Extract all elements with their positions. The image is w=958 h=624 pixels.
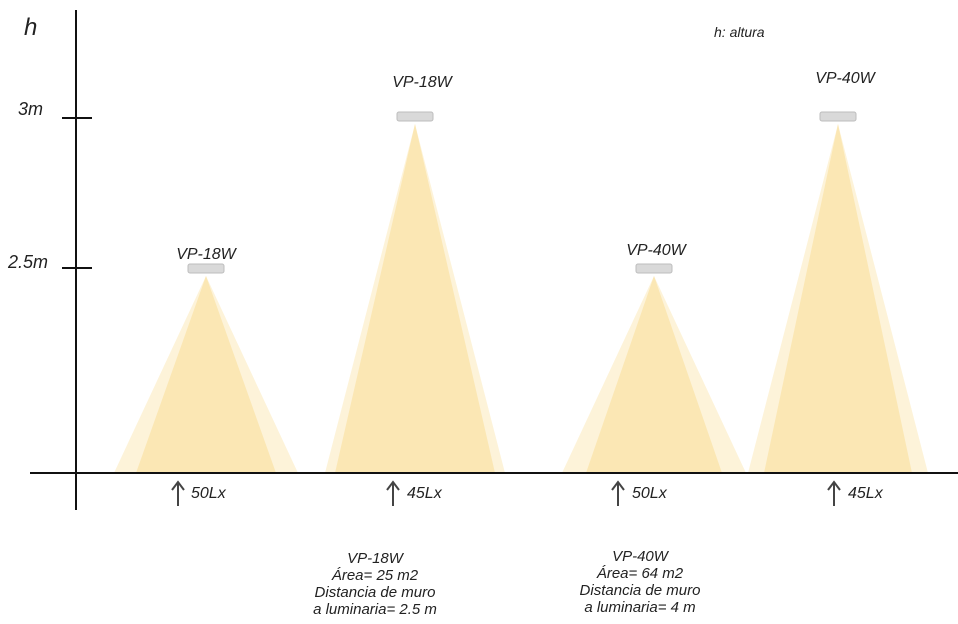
light-cone	[136, 276, 276, 473]
luminaire-label-1: VP-18W	[176, 246, 236, 263]
light-cone	[764, 124, 912, 473]
luminaire-label-4: VP-40W	[815, 70, 875, 87]
light-cone	[335, 124, 495, 473]
luminaire-label-2: VP-18W	[392, 74, 452, 91]
note-vp40w-distance-2: a luminaria= 4 m	[584, 599, 696, 616]
note-vp18w-distance-1: Distancia de muro	[314, 584, 436, 601]
up-arrow-icon	[171, 480, 185, 506]
note-vp40w: VP-40W Área= 64 m2 Distancia de muro a l…	[580, 548, 701, 616]
tick-label-2-5m: 2.5m	[8, 252, 49, 272]
up-arrow-icon	[611, 480, 625, 506]
lux-label-1: 50Lx	[191, 485, 226, 502]
lux-label-4: 45Lx	[848, 485, 883, 502]
note-vp40w-distance-1: Distancia de muro	[579, 582, 701, 599]
luminaire-fixture-icon	[187, 263, 225, 274]
lux-label-3: 50Lx	[632, 485, 667, 502]
luminaire-label-3: VP-40W	[626, 242, 686, 259]
note-vp40w-model: VP-40W	[612, 548, 668, 565]
lux-label-2: 45Lx	[407, 485, 442, 502]
note-vp18w-model: VP-18W	[347, 550, 403, 567]
luminaire-fixture-icon	[819, 111, 857, 122]
legend-height: h: altura	[714, 24, 765, 40]
up-arrow-icon	[386, 480, 400, 506]
up-arrow-icon	[827, 480, 841, 506]
note-vp18w: VP-18W Área= 25 m2 Distancia de muro a l…	[313, 550, 437, 618]
luminaire-fixture-icon	[396, 111, 434, 122]
light-cone	[586, 276, 722, 473]
note-vp18w-area: Área= 25 m2	[331, 567, 419, 584]
note-vp18w-distance-2: a luminaria= 2.5 m	[313, 601, 437, 618]
luminaire-fixture-icon	[635, 263, 673, 274]
note-vp40w-area: Área= 64 m2	[596, 565, 684, 582]
axis-label-h: h	[24, 14, 38, 41]
tick-label-3m: 3m	[18, 99, 44, 119]
